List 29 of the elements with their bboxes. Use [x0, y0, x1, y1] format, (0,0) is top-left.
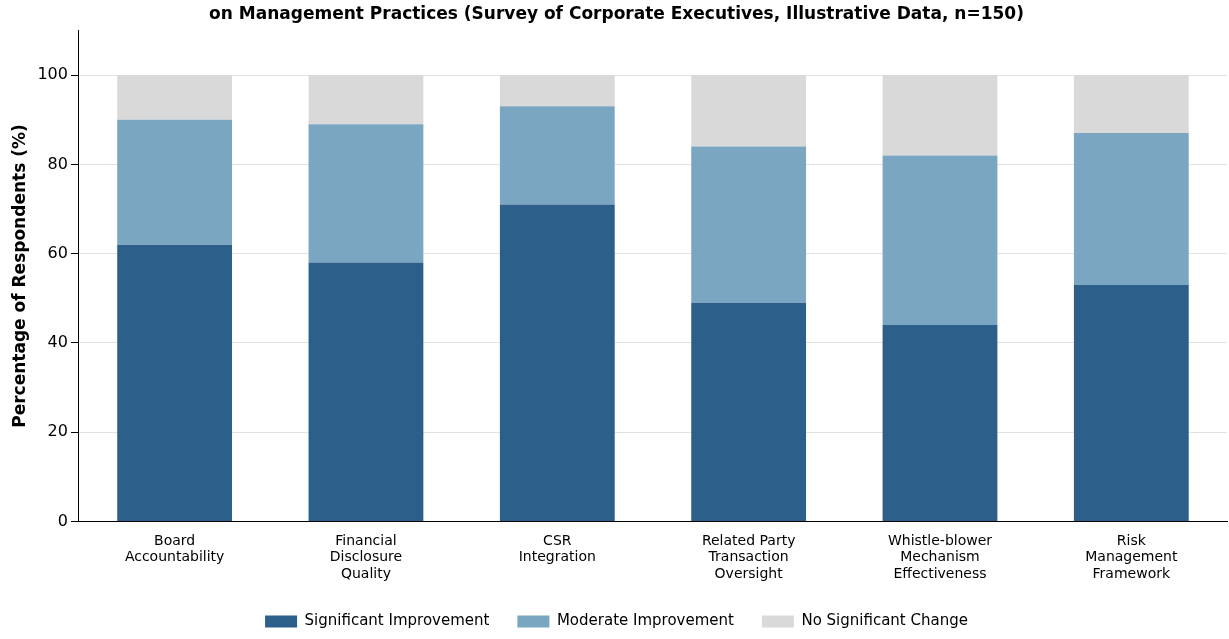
- y-tick-label: 20: [47, 421, 68, 441]
- x-tick-label: Board Accountability: [124, 531, 225, 565]
- bar: [882, 155, 998, 326]
- y-tick-label: 100: [37, 64, 68, 84]
- x-tick-label: Related Party Transaction Oversight: [701, 531, 796, 582]
- y-tick-label: 60: [47, 242, 68, 262]
- bar: [308, 124, 424, 263]
- bar: [499, 106, 615, 205]
- y-tick-label: 80: [47, 153, 68, 173]
- y-tick-label: 0: [57, 510, 68, 530]
- bar: [691, 302, 807, 522]
- legend-label: Moderate Improvement: [556, 611, 735, 630]
- y-axis-title: Percentage of Respondents (%): [8, 124, 29, 428]
- x-tick-label: Whistle-blower Mechanism Effectiveness: [887, 531, 993, 582]
- x-tick-label: Risk Management Framework: [1085, 531, 1178, 582]
- bar: [882, 325, 998, 522]
- legend-label: Significant Improvement: [304, 611, 490, 630]
- y-tick-label: 40: [47, 332, 68, 352]
- x-tick-label: CSR Integration: [518, 531, 596, 565]
- x-tick-label: Financial Disclosure Quality: [329, 531, 403, 582]
- bar: [308, 262, 424, 522]
- bar: [691, 146, 807, 303]
- bar: [499, 204, 615, 522]
- bar: [1073, 133, 1189, 285]
- bar: [1073, 284, 1189, 522]
- bar: [117, 119, 233, 245]
- chart-title: on Management Practices (Survey of Corporate Executives, Illustrative Data, n=150): [209, 2, 1024, 23]
- bar: [117, 244, 233, 522]
- legend-label: No Significant Change: [801, 611, 968, 630]
